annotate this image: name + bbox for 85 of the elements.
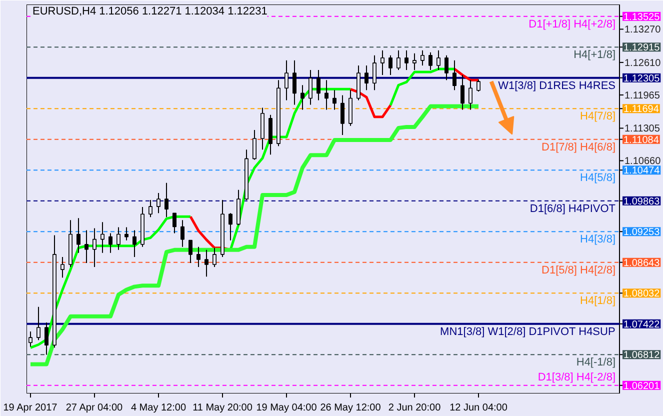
candlestick	[148, 200, 152, 218]
y-tick-label: 1.07422	[624, 319, 660, 330]
candlestick	[164, 182, 168, 218]
candlestick	[92, 228, 96, 268]
y-tick-label: 1.11694	[624, 104, 660, 116]
candlestick	[124, 226, 128, 241]
ref-line-label: H4[1/8]	[580, 295, 616, 308]
candlestick	[292, 60, 296, 106]
candlestick	[36, 306, 40, 341]
candlestick	[444, 54, 448, 81]
candlestick	[188, 240, 192, 264]
ref-line-label: MN1[3/8] W1[2/8] D1PIVOT H4SUP	[440, 326, 616, 338]
y-tick-label: 1.13270	[624, 24, 662, 36]
x-tick-label: 27 Apr 04:00	[66, 402, 124, 414]
ref-line-label: D1[3/8] H4[-2/8]	[538, 371, 616, 384]
ref-line-label: H4[3/8]	[580, 234, 616, 246]
candlestick	[468, 80, 472, 110]
candlestick	[308, 70, 312, 106]
y-tick-label: 1.11084	[624, 134, 660, 146]
y-tick-label: 1.11305	[624, 124, 660, 135]
ref-line-label: H4[7/8]	[580, 110, 616, 123]
candlestick	[284, 60, 288, 101]
candlestick	[428, 52, 432, 71]
x-tick-label: 19 May 04:00	[256, 402, 318, 414]
candlestick	[460, 74, 464, 110]
y-tick-label: 1.06201	[624, 380, 660, 392]
candlestick	[212, 247, 216, 268]
x-tick-label: 11 May 20:00	[192, 402, 253, 414]
y-tick-label: 1.08032	[624, 288, 660, 300]
x-tick-label: 12 Jun 04:00	[450, 402, 508, 414]
candlestick	[60, 256, 64, 278]
y-tick-label: 1.12610	[624, 58, 662, 69]
y-tick-label: 1.13525	[624, 12, 660, 23]
candlestick	[420, 50, 424, 66]
x-tick-label: 2 Jun 20:00	[388, 402, 442, 414]
ref-line-label: D1[5/8] H4[2/8]	[542, 264, 616, 276]
candlestick	[172, 212, 176, 234]
y-tick-label: 1.08643	[624, 258, 660, 269]
candlestick	[76, 218, 80, 254]
candlestick	[404, 50, 408, 71]
candlestick	[332, 90, 336, 110]
candlestick	[44, 322, 48, 356]
y-tick-label: 1.09863	[624, 196, 660, 208]
x-tick-label: 19 Apr 2017	[3, 402, 58, 414]
candlestick	[372, 54, 376, 91]
candlestick	[380, 50, 384, 76]
ref-line-label: H4[+1/8]	[574, 49, 616, 62]
candlestick	[196, 246, 200, 268]
candlestick	[204, 249, 208, 278]
candlestick	[156, 192, 160, 214]
y-tick-label: 1.12305	[624, 73, 660, 84]
candlestick	[228, 212, 232, 241]
candlestick	[340, 94, 344, 136]
candlestick	[132, 230, 136, 258]
candlestick	[316, 70, 320, 101]
y-tick-label: 1.11965	[624, 90, 660, 102]
ref-line-label: D1[7/8] H4[6/8]	[542, 141, 616, 154]
candlestick	[476, 79, 480, 92]
candlestick	[180, 220, 184, 248]
ref-line-label: D1[6/8] H4PIVOT	[530, 202, 616, 215]
y-tick-label: 1.09253	[624, 227, 660, 238]
candlestick	[108, 232, 112, 254]
candlestick	[452, 60, 456, 91]
x-tick-label: 4 May 12:00	[130, 402, 186, 414]
ref-line-label: D1[+1/8] H4[+2/8]	[528, 18, 616, 30]
candlestick	[364, 64, 368, 91]
candlestick	[252, 129, 256, 160]
candlestick	[100, 222, 104, 254]
candlestick	[300, 84, 304, 110]
candlestick	[388, 54, 392, 76]
candlestick	[116, 226, 120, 250]
candlestick	[412, 52, 416, 71]
y-tick-label: 1.06812	[624, 350, 660, 362]
candlestick	[324, 80, 328, 110]
x-tick-label: 26 May 12:00	[320, 402, 382, 414]
y-tick-label: 1.12915	[624, 42, 660, 54]
candlestick	[436, 50, 440, 71]
candlestick	[396, 50, 400, 71]
ref-line-label: W1[3/8] D1RES H4RES	[498, 80, 616, 92]
ref-line-label: H4[5/8]	[580, 172, 616, 184]
chart-title: EURUSD,H4 1.12056 1.12271 1.12034 1.12231	[32, 6, 268, 18]
ref-line-label: H4[-1/8]	[576, 356, 616, 369]
y-tick-label: 1.10474	[624, 166, 660, 177]
y-tick-label: 1.10660	[624, 156, 662, 168]
candlestick	[84, 230, 88, 264]
